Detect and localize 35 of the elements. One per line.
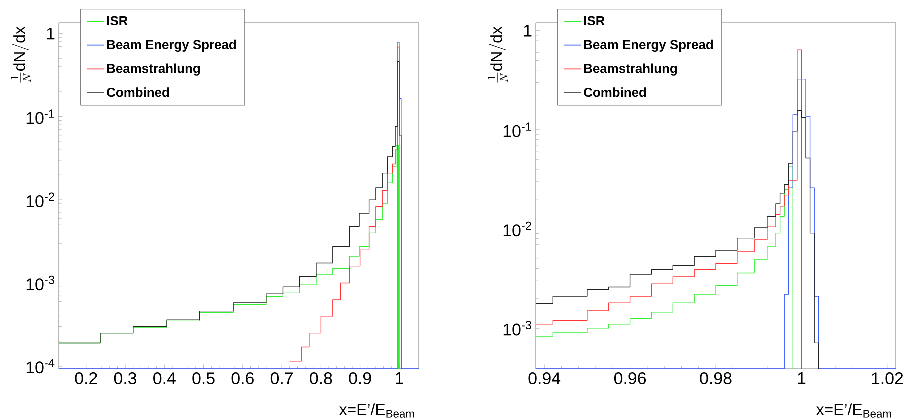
legend-label: ISR: [107, 16, 128, 26]
x-tick-label: 0.8: [310, 372, 332, 385]
x-tick-label: 0.9: [349, 372, 372, 385]
y-tick-label: 1: [47, 28, 55, 40]
y-tick-label: 10$^{-2}$: [504, 222, 532, 237]
x-tick-label: 0.98: [700, 372, 732, 385]
legend-label: Beamstrahlung: [107, 64, 200, 76]
x-tick-label: 0.7: [270, 372, 293, 385]
legend-label: ISR: [584, 16, 605, 26]
y-axis-title: $\frac{1}{N}\mathrm{dN/dx}$: [11, 26, 32, 83]
legend-label: Beam Energy Spread: [107, 40, 236, 52]
y-tick-label: 10$^{-2}$: [26, 192, 54, 208]
legend-label: Combined: [107, 88, 170, 98]
x-tick-label: 0.3: [114, 372, 137, 385]
x-tick-label: 0.96: [614, 372, 646, 385]
x-axis-title: x=E’/E$_{Beam}$: [816, 404, 892, 418]
x-tick-label: 0.6: [232, 372, 254, 385]
y-tick-label: 10$^{-4}$: [26, 359, 55, 374]
x-tick-label: 0.2: [75, 372, 98, 385]
x-axis-title: x=E’/E$_{Beam}$: [339, 404, 414, 418]
x-tick-label: 0.94: [528, 372, 561, 385]
y-tick-label: 10$^{-1}$: [26, 110, 54, 124]
x-tick-label: 1: [798, 372, 806, 384]
x-tick-label: 1.02: [872, 372, 904, 385]
y-tick-label: 10$^{-1}$: [504, 122, 532, 138]
y-tick-label: 10$^{-3}$: [26, 276, 54, 291]
x-tick-label: 1: [396, 372, 404, 384]
y-tick-label: 10$^{-3}$: [504, 321, 532, 336]
legend-label: Beamstrahlung: [584, 64, 678, 76]
legend-label: Beam Energy Spread: [584, 40, 714, 52]
x-tick-label: 0.5: [192, 372, 215, 385]
y-tick-label: 1: [524, 25, 532, 37]
legend-label: Combined: [584, 88, 646, 98]
x-tick-label: 0.4: [154, 372, 176, 385]
y-axis-title: $\frac{1}{N}\mathrm{dN/dx}$: [488, 26, 508, 83]
